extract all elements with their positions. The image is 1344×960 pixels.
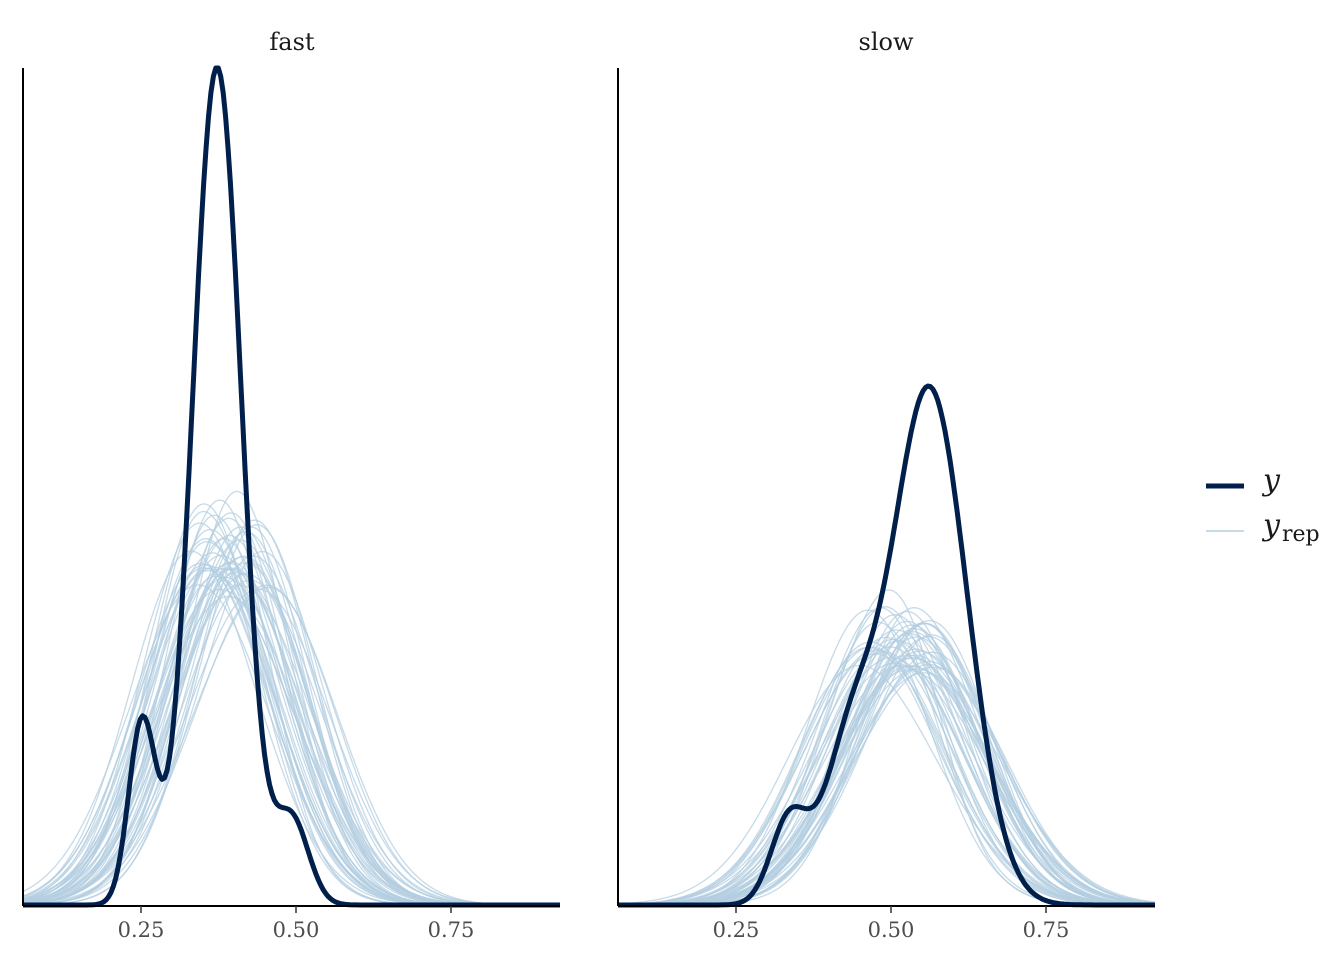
x-tick-label-fast-050: 0.50	[273, 918, 320, 942]
facet-slow: slow 0.25 0.50 0.75	[617, 28, 1156, 942]
facet-title-slow: slow	[859, 28, 914, 56]
facet-title-fast: fast	[269, 28, 315, 56]
yrep-curve	[618, 646, 1155, 906]
legend-label-y: y	[1261, 463, 1281, 498]
yrep-curve	[618, 662, 1155, 906]
yrep-curve	[617, 646, 1155, 906]
yrep-curve	[618, 640, 1156, 906]
yrep-curve	[22, 588, 560, 906]
yrep-curve	[618, 666, 1156, 906]
x-tick-label-slow-075: 0.75	[1023, 918, 1070, 942]
facet-fast: fast 0.25 0.50 0.75	[22, 28, 561, 942]
x-ticks-fast: 0.25 0.50 0.75	[118, 906, 475, 942]
x-tick-label-fast-075: 0.75	[428, 918, 475, 942]
x-tick-label-slow-025: 0.25	[713, 918, 760, 942]
x-ticks-slow: 0.25 0.50 0.75	[713, 906, 1070, 942]
yrep-curve	[617, 651, 1156, 906]
yrep-curve	[618, 646, 1155, 906]
x-tick-label-slow-050: 0.50	[868, 918, 915, 942]
legend-label-yrep-sub: rep	[1282, 522, 1320, 547]
x-tick-label-fast-025: 0.25	[118, 918, 165, 942]
legend-label-yrep: yrep	[1261, 508, 1320, 547]
yrep-curve	[618, 657, 1156, 906]
yrep-curve	[618, 610, 1155, 906]
yrep-lines-slow	[617, 589, 1156, 906]
legend: y yrep	[1206, 463, 1320, 547]
legend-label-yrep-base: y	[1261, 508, 1281, 543]
yrep-curve	[617, 649, 1155, 906]
yrep-curve	[618, 650, 1156, 906]
yrep-curve	[618, 636, 1155, 906]
yrep-curve	[618, 622, 1156, 906]
yrep-curve	[618, 621, 1155, 906]
yrep-lines-fast	[22, 490, 560, 906]
